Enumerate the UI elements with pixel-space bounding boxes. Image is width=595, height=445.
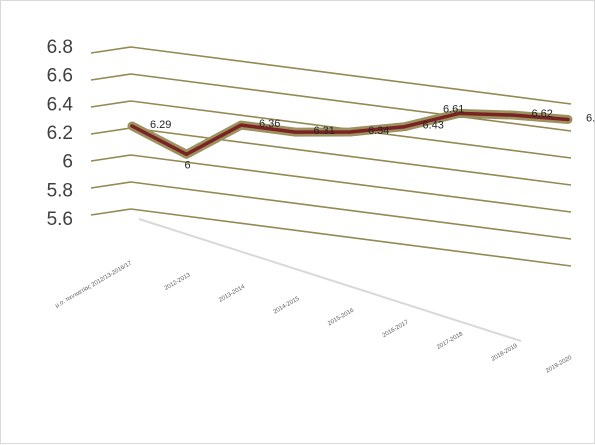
x-tick-label: 2018-2019 xyxy=(491,343,519,363)
y-tick-label: 6 xyxy=(62,152,73,173)
y-tick-label: 5.8 xyxy=(47,180,73,201)
data-point xyxy=(403,125,406,129)
data-point xyxy=(239,123,243,127)
data-point xyxy=(512,113,515,117)
gridline xyxy=(90,154,572,213)
gridline xyxy=(90,208,572,267)
data-label: 6.34 xyxy=(368,125,389,137)
x-tick-label: 2019-2020 xyxy=(545,355,573,375)
data-point xyxy=(185,152,188,156)
gridline xyxy=(90,181,572,240)
x-tick-label: μ.ο. πενταετίας 2012/13-2016/17 xyxy=(55,260,134,309)
x-tick-label: 2014-2015 xyxy=(273,296,301,316)
x-tick-label: 2015-2016 xyxy=(327,307,355,327)
data-point xyxy=(566,117,570,121)
data-label: 6.62 xyxy=(532,108,553,120)
y-tick-label: 5.6 xyxy=(47,209,73,230)
x-tick-label: 2012-2013 xyxy=(164,272,192,292)
gridline xyxy=(90,100,572,159)
data-label: 6.29 xyxy=(150,119,171,131)
y-tick-label: 6.8 xyxy=(47,37,73,58)
gridline xyxy=(90,46,572,105)
data-point xyxy=(348,130,352,134)
data-label: 6.31 xyxy=(314,125,335,137)
data-label: 6 xyxy=(185,159,191,171)
y-tick-label: 6.2 xyxy=(47,123,73,144)
y-tick-label: 6.6 xyxy=(47,66,73,87)
data-label: 6.43 xyxy=(423,120,444,132)
data-label: 6.6 xyxy=(586,112,595,124)
gridline xyxy=(90,73,572,132)
x-tick-label: 2013-2014 xyxy=(218,284,246,304)
data-label: 6.61 xyxy=(443,103,464,115)
x-tick-label: 2017-2018 xyxy=(436,331,464,351)
data-point xyxy=(294,130,297,134)
data-label: 6.36 xyxy=(259,118,280,130)
floor-edge xyxy=(138,218,522,342)
y-tick-label: 6.4 xyxy=(47,94,74,115)
data-point xyxy=(457,111,461,115)
data-point xyxy=(130,124,134,128)
x-tick-label: 2016-2017 xyxy=(382,319,410,339)
